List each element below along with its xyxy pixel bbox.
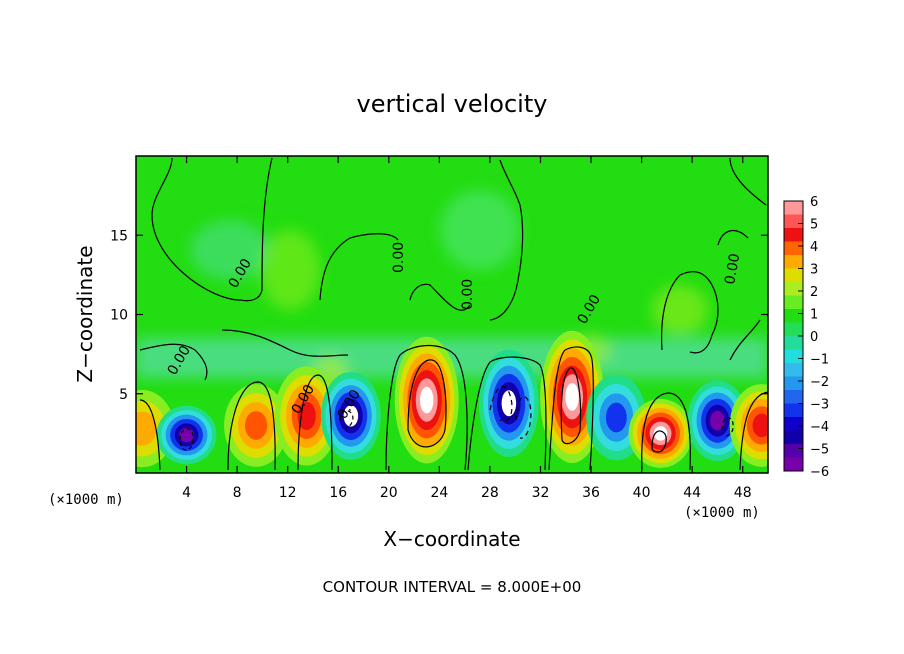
- velocity-cell: [394, 336, 459, 464]
- x-tick-label: 32: [532, 485, 550, 501]
- cell-band: [419, 386, 434, 414]
- colorbar-tick-label: −6: [810, 465, 829, 480]
- colorbar: 6 5 4 3 2 1 0 −1 −2 −3 −4 −5 −6: [783, 195, 829, 480]
- x-tick-label: 36: [582, 485, 600, 501]
- colorbar-band: [784, 349, 803, 364]
- x-tick-label: 8: [233, 485, 242, 501]
- cell-band: [752, 413, 768, 438]
- colorbar-band: [784, 336, 803, 350]
- colorbar-tick-label: −4: [810, 420, 829, 435]
- colorbar-band: [784, 417, 803, 431]
- colorbar-band: [784, 444, 803, 458]
- contour-label: 0.00: [722, 252, 743, 285]
- x-tick-label: 44: [683, 485, 701, 501]
- cell-band: [501, 390, 517, 417]
- y-tick-label: 5: [119, 387, 128, 403]
- colorbar-tick-label: 4: [810, 240, 818, 255]
- velocity-cell: [628, 398, 693, 468]
- colorbar-tick-label: 3: [810, 263, 818, 278]
- colorbar-band: [784, 309, 803, 323]
- colorbar-tick-label: 5: [810, 218, 818, 233]
- velocity-cell: [729, 384, 768, 467]
- x-tick-label: 40: [633, 485, 651, 501]
- y-tick-label: 15: [110, 228, 128, 244]
- x-tick-label: 28: [481, 485, 499, 501]
- contour-lines: 0.000.00 0.000.00 0.000.000.00 0.00: [139, 157, 768, 471]
- cell-band: [343, 405, 359, 427]
- x-unit-right: (×1000 m): [684, 505, 760, 521]
- x-tick-label: 16: [329, 485, 347, 501]
- cell-band: [179, 427, 194, 443]
- colorbar-tick-label: −3: [810, 398, 829, 413]
- x-unit-left: (×1000 m): [48, 492, 124, 508]
- y-tick-label: 10: [110, 308, 128, 324]
- x-axis-label: X−coordinate: [383, 527, 520, 551]
- colorbar-band: [784, 322, 803, 337]
- colorbar-band: [784, 390, 803, 404]
- colorbar-band: [784, 430, 803, 445]
- cell-band: [653, 426, 668, 441]
- chart-title: vertical velocity: [357, 90, 548, 118]
- colorbar-tick-label: 2: [810, 285, 818, 300]
- colorbar-tick-label: −2: [810, 375, 829, 390]
- colorbar-band: [784, 282, 803, 296]
- colorbar-tick-label: 6: [810, 195, 818, 210]
- colorbar-band: [784, 295, 803, 310]
- x-tick-label: 4: [182, 485, 191, 501]
- x-axis: 4 8 12 16 20 24 28 32 36 40 44 48: [182, 156, 752, 501]
- contour-interval-note: CONTOUR INTERVAL = 8.000E+00: [323, 578, 582, 596]
- colorbar-tick-label: −5: [810, 443, 829, 458]
- y-axis: 5 10 15: [110, 228, 768, 403]
- colorbar-tick-label: 1: [810, 308, 818, 323]
- cell-band: [710, 410, 725, 431]
- colorbar-band: [784, 255, 803, 269]
- y-axis-label: Z−coordinate: [73, 245, 97, 382]
- velocity-cell: [687, 380, 748, 462]
- colorbar-band: [784, 214, 803, 229]
- cell-band: [565, 382, 579, 411]
- velocity-cell: [478, 349, 539, 458]
- colorbar-band: [784, 376, 803, 391]
- cell-band: [136, 411, 157, 446]
- cell-band: [605, 402, 627, 433]
- velocity-cell: [156, 405, 217, 465]
- x-tick-label: 24: [430, 485, 448, 501]
- colorbar-band: [784, 228, 803, 242]
- x-tick-label: 20: [380, 485, 398, 501]
- cell-band: [244, 411, 268, 440]
- velocity-field: [136, 190, 768, 468]
- contour-label: 0.00: [460, 279, 476, 310]
- colorbar-band: [784, 241, 803, 256]
- colorbar-band: [784, 363, 803, 377]
- colorbar-band: [784, 201, 803, 215]
- colorbar-band: [784, 268, 803, 283]
- contour-label: 0.00: [391, 242, 407, 273]
- x-tick-label: 12: [279, 485, 297, 501]
- x-tick-label: 48: [734, 485, 752, 501]
- velocity-cell: [320, 371, 381, 460]
- colorbar-band: [784, 457, 803, 472]
- velocity-cell: [224, 384, 289, 467]
- colorbar-tick-label: −1: [810, 353, 829, 368]
- colorbar-tick-label: 0: [810, 330, 818, 345]
- colorbar-band: [784, 403, 803, 418]
